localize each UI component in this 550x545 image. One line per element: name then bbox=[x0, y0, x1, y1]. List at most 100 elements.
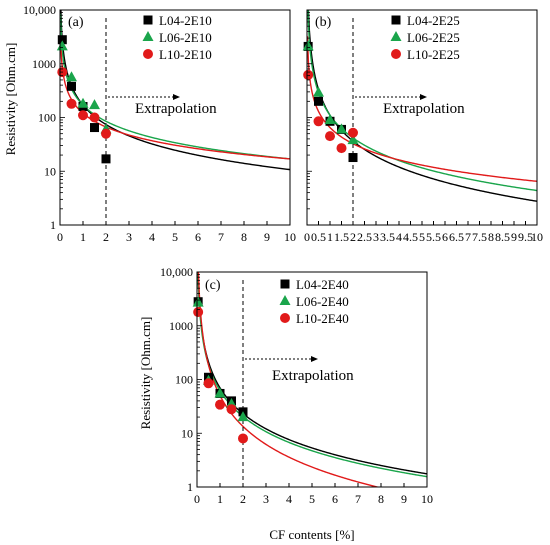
x-tick-label: 2.5 bbox=[357, 230, 372, 244]
x-tick-label: 8.5 bbox=[495, 230, 510, 244]
y-tick-label: 10,000 bbox=[23, 3, 56, 17]
panel-2: Extrapolation 0 0.5 1 1.5 2 2.5 3 3.5 4 4.5 5 5.5 6 6.… bbox=[302, 9, 543, 244]
legend-marker-L04-2E10 bbox=[143, 15, 153, 25]
x-tick-label: 4 bbox=[149, 230, 155, 244]
data-point-L06-2E10 bbox=[89, 99, 100, 110]
legend-entry: L06-2E25 bbox=[407, 30, 460, 45]
data-point-L10-2E40 bbox=[193, 307, 204, 318]
x-tick-label: 6.5 bbox=[449, 230, 464, 244]
data-point-L10-2E10 bbox=[78, 110, 88, 121]
x-tick-label: 4 bbox=[396, 230, 402, 244]
x-tick-label: 3 bbox=[126, 230, 132, 244]
x-tick-label: 9.5 bbox=[518, 230, 533, 244]
data-point-L04-2E10 bbox=[90, 123, 99, 133]
x-tick-label: 0.5 bbox=[311, 230, 326, 244]
x-tick-label: 0 bbox=[57, 230, 63, 244]
legend-marker-L04-2E40 bbox=[280, 279, 290, 289]
legend-marker-L06-2E40 bbox=[279, 295, 291, 305]
x-tick-label: 3.5 bbox=[380, 230, 395, 244]
x-axis-label: CF contents [%] bbox=[269, 527, 354, 542]
legend-entry: L10-2E25 bbox=[407, 47, 460, 62]
data-point-L10-2E25 bbox=[313, 116, 324, 127]
fit-curve-L10-2E40 bbox=[197, 272, 381, 487]
x-tick-label: 2 bbox=[103, 230, 109, 244]
x-tick-label: 10 bbox=[421, 492, 433, 506]
legend-entry: L04-2E40 bbox=[296, 277, 349, 292]
x-tick-label: 3 bbox=[373, 230, 379, 244]
x-tick-label: 8 bbox=[378, 492, 384, 506]
x-tick-label: 7 bbox=[465, 230, 471, 244]
data-point-L10-2E40 bbox=[226, 404, 237, 415]
data-point-L06-2E25 bbox=[324, 113, 336, 124]
data-point-L10-2E40 bbox=[215, 399, 225, 410]
x-tick-label: 7.5 bbox=[472, 230, 487, 244]
y-tick-label: 10 bbox=[44, 164, 56, 178]
y-tick-label: 1 bbox=[187, 480, 193, 494]
x-tick-label: 3 bbox=[263, 492, 269, 506]
x-tick-label: 5 bbox=[309, 492, 315, 506]
legend-entry: L06-2E40 bbox=[296, 294, 349, 309]
legend-marker-L06-2E10 bbox=[142, 31, 154, 41]
x-tick-label: 10 bbox=[284, 230, 296, 244]
x-tick-label: 6 bbox=[442, 230, 448, 244]
panel-label: (a) bbox=[68, 15, 84, 30]
x-tick-label: 1.5 bbox=[334, 230, 349, 244]
y-tick-label: 1000 bbox=[169, 319, 193, 333]
data-point-L10-2E10 bbox=[66, 98, 77, 109]
data-point-L06-2E40 bbox=[192, 296, 204, 307]
x-tick-label: 1 bbox=[217, 492, 223, 506]
x-tick-label: 4.5 bbox=[403, 230, 418, 244]
data-point-L10-2E10 bbox=[101, 128, 111, 139]
data-point-L10-2E25 bbox=[303, 69, 314, 80]
y-tick-label: 1 bbox=[50, 218, 56, 232]
x-tick-label: 9 bbox=[511, 230, 517, 244]
x-tick-label: 5.5 bbox=[426, 230, 441, 244]
x-tick-label: 5 bbox=[172, 230, 178, 244]
data-point-L06-2E25 bbox=[313, 86, 324, 97]
x-tick-label: 2 bbox=[350, 230, 356, 244]
y-tick-label: 100 bbox=[175, 373, 193, 387]
data-point-L06-2E25 bbox=[302, 40, 314, 51]
y-tick-label: 1000 bbox=[32, 57, 56, 71]
legend-entry: L10-2E10 bbox=[159, 47, 212, 62]
y-tick-label: 10 bbox=[181, 426, 193, 440]
data-point-L06-2E40 bbox=[214, 387, 226, 398]
x-tick-label: 6 bbox=[195, 230, 201, 244]
x-tick-label: 2 bbox=[240, 492, 246, 506]
x-tick-label: 4 bbox=[286, 492, 292, 506]
y-axis-label-bottom: Resistivity [Ohm.cm] bbox=[138, 317, 153, 430]
x-tick-label: 9 bbox=[401, 492, 407, 506]
legend-marker-L10-2E10 bbox=[143, 49, 153, 59]
arrow-head-icon bbox=[311, 356, 318, 362]
legend-marker-L10-2E40 bbox=[280, 313, 290, 323]
x-tick-label: 0 bbox=[194, 492, 200, 506]
data-point-L10-2E25 bbox=[336, 143, 347, 154]
x-tick-label: 1 bbox=[327, 230, 333, 244]
x-tick-label: 6 bbox=[332, 492, 338, 506]
arrow-head-icon bbox=[420, 94, 427, 100]
extrapolation-label: Extrapolation bbox=[272, 368, 354, 384]
data-point-L04-2E10 bbox=[101, 154, 111, 164]
x-tick-label: 5 bbox=[419, 230, 425, 244]
arrow-head-icon bbox=[173, 94, 180, 100]
x-tick-label: 8 bbox=[241, 230, 247, 244]
data-point-L06-2E10 bbox=[77, 97, 89, 108]
data-point-L04-2E25 bbox=[348, 153, 358, 163]
legend-marker-L04-2E25 bbox=[391, 15, 401, 25]
fit-curve-L04-2E25 bbox=[307, 10, 537, 202]
panel-label: (c) bbox=[205, 278, 221, 293]
data-point-L04-2E10 bbox=[67, 81, 76, 91]
y-tick-label: 100 bbox=[38, 111, 56, 125]
data-point-L04-2E10 bbox=[57, 35, 67, 45]
data-point-L06-2E10 bbox=[66, 71, 77, 82]
x-tick-label: 7 bbox=[355, 492, 361, 506]
legend-marker-L06-2E25 bbox=[390, 31, 402, 41]
legend-entry: L04-2E10 bbox=[159, 13, 212, 28]
data-point-L06-2E25 bbox=[347, 134, 359, 145]
x-tick-label: 7 bbox=[218, 230, 224, 244]
data-point-L10-2E25 bbox=[348, 127, 358, 138]
data-point-L06-2E40 bbox=[237, 411, 249, 422]
data-point-L10-2E10 bbox=[89, 112, 100, 123]
